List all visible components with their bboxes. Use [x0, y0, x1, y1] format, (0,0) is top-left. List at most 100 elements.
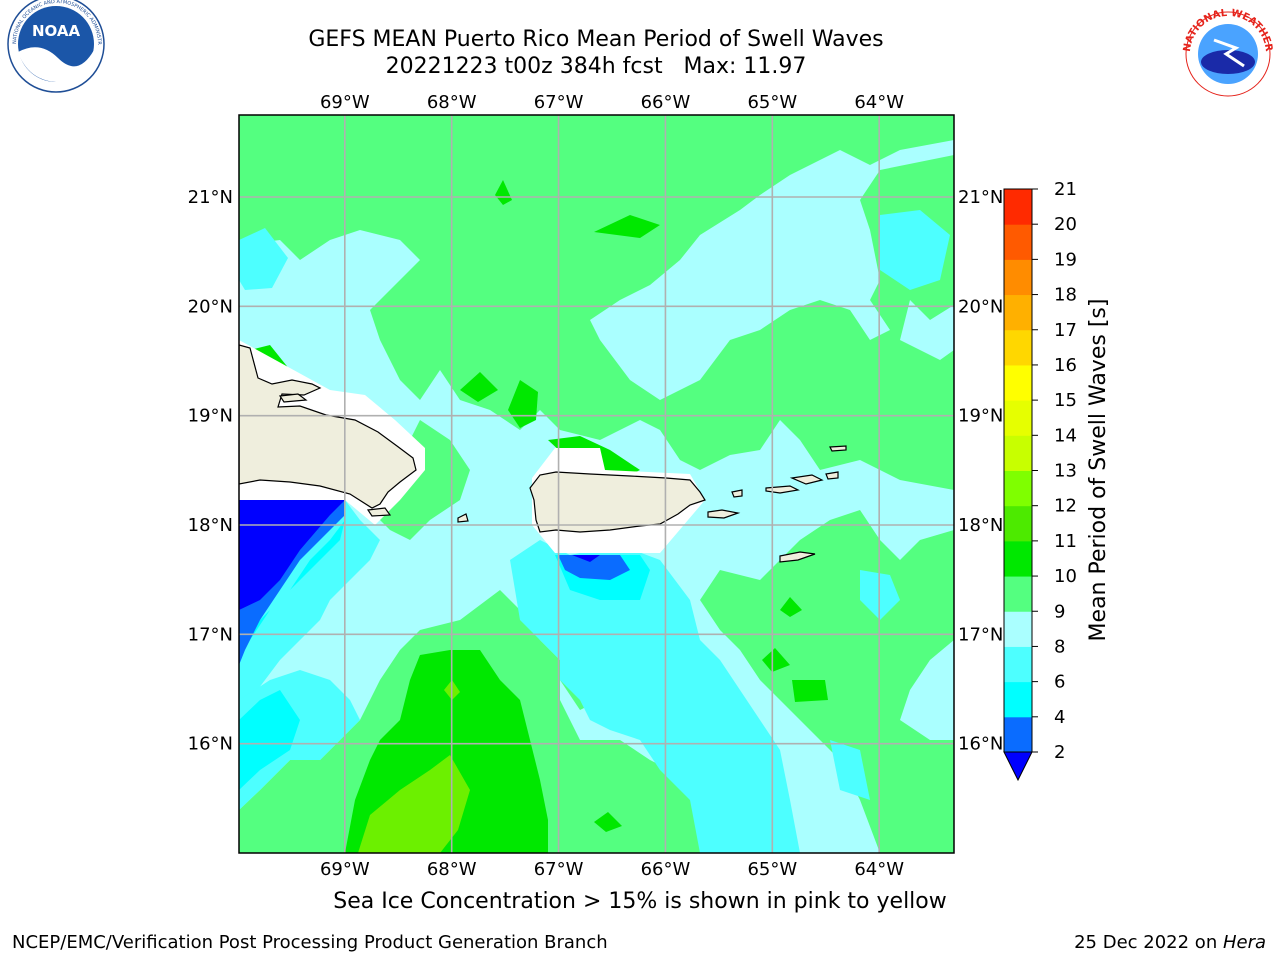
- graticule: [239, 115, 954, 853]
- footer-date-text: 25 Dec 2022 on: [1074, 932, 1223, 953]
- colorbar-tick-label: 21: [1054, 179, 1077, 200]
- colorbar-segment: [1004, 189, 1032, 225]
- nws-logo: NATIONAL WEATHER SERVICE: [0, 0, 1274, 97]
- field-6-8-ne: [880, 210, 950, 290]
- colorbar-tick-label: 9: [1054, 601, 1065, 622]
- lat-tick-label-left: 18°N: [188, 515, 233, 536]
- lon-tick-label-top: 64°W: [854, 92, 904, 113]
- field-2-4-prs: [558, 555, 630, 580]
- land-tortola: [789, 474, 824, 485]
- sea-ice-note: Sea Ice Concentration > 15% is shown in …: [333, 889, 947, 914]
- field-10-11-blob5: [792, 680, 828, 702]
- colorbar-tick-label: 10: [1054, 566, 1077, 587]
- land-saona: [366, 507, 392, 517]
- lat-tick-label-right: 21°N: [958, 187, 1003, 208]
- colorbar-segment: [1004, 224, 1032, 260]
- field-below-2-west: [239, 500, 345, 610]
- lat-tick-label-left: 19°N: [188, 406, 233, 427]
- field-10-11-blob3: [594, 215, 660, 238]
- lat-tick-label-left: 17°N: [188, 624, 233, 645]
- lat-tick-label-right: 20°N: [958, 296, 1003, 317]
- lat-tick-label-left: 16°N: [188, 734, 233, 755]
- colorbar-segment: [1004, 716, 1032, 753]
- field-4-6-southwest: [239, 690, 300, 790]
- lat-tick-label-right: 17°N: [958, 624, 1003, 645]
- land-tortuga: [278, 393, 308, 403]
- field-11-12-south: [358, 755, 470, 853]
- colorbar-tick-label: 15: [1054, 390, 1077, 411]
- lat-tick-label-right: 16°N: [958, 734, 1003, 755]
- colorbar-tick-label: 4: [1054, 707, 1065, 728]
- colorbar-segment: [1004, 435, 1032, 471]
- colorbar-segment: [1004, 681, 1032, 718]
- colorbar-segment: [1004, 611, 1032, 647]
- field-6-8-e2: [830, 740, 870, 800]
- field-10-11-blob1: [460, 372, 498, 402]
- colorbar-segment: [1004, 540, 1032, 577]
- land-hispaniola: [239, 344, 417, 509]
- lon-tick-label-top: 67°W: [534, 92, 584, 113]
- colorbar-tick-label: 17: [1054, 320, 1077, 341]
- colorbar-tick-label: 19: [1054, 249, 1077, 270]
- field-6-8-east: [860, 570, 900, 620]
- lon-tick-label-bottom: 68°W: [427, 859, 477, 880]
- footer-date: 25 Dec 2022 on Hera: [1074, 932, 1266, 953]
- colorbar-tick-label: 16: [1054, 355, 1077, 376]
- lon-tick-label-top: 65°W: [747, 92, 797, 113]
- colorbar-segment: [1004, 470, 1032, 507]
- colorbar-segment: [1004, 259, 1032, 296]
- colorbar-tick-label: 2: [1054, 742, 1065, 763]
- map-subtitle: 20221223 t00z 384h fcst Max: 11.97: [385, 54, 807, 79]
- footer-credit: NCEP/EMC/Verification Post Processing Pr…: [12, 932, 608, 953]
- colorbar-tick-label: 12: [1054, 496, 1077, 517]
- land-puerto-rico: [529, 471, 706, 533]
- lat-tick-label-left: 20°N: [188, 296, 233, 317]
- colorbar-segment: [1004, 329, 1032, 366]
- colorbar-tick-label: 18: [1054, 285, 1077, 306]
- lon-tick-label-top: 68°W: [427, 92, 477, 113]
- colorbar-segment: [1004, 505, 1032, 542]
- nws-logo-ring-text: NATIONAL WEATHER SERVICE: [0, 0, 1274, 55]
- lon-tick-label-bottom: 69°W: [320, 859, 370, 880]
- noaa-logo-text: NOAA: [32, 22, 81, 40]
- lon-tick-label-top: 69°W: [320, 92, 370, 113]
- lat-tick-label-right: 18°N: [958, 515, 1003, 536]
- colorbar-extend-triangle: [1003, 751, 1033, 782]
- lon-tick-label-bottom: 67°W: [534, 859, 584, 880]
- colorbar-tick-label: 14: [1054, 425, 1077, 446]
- map-title: GEFS MEAN Puerto Rico Mean Period of Swe…: [308, 27, 884, 52]
- land-mona: [457, 513, 469, 523]
- field-10-11-blob8: [594, 812, 622, 832]
- lat-tick-label-left: 21°N: [188, 187, 233, 208]
- colorbar-label: Mean Period of Swell Waves [s]: [1086, 299, 1111, 642]
- colorbar-tick-label: 13: [1054, 461, 1077, 482]
- field-9-10-north: [239, 115, 954, 490]
- field-4-6-west: [239, 520, 345, 660]
- land-anegada: [829, 445, 847, 452]
- field-10-11-blob4: [495, 180, 512, 205]
- land-vieques: [707, 509, 741, 519]
- field-10-11-blob6: [762, 648, 790, 672]
- lon-tick-label-top: 66°W: [641, 92, 691, 113]
- svg-text:NATIONAL WEATHER SERVICE: NATIONAL WEATHER SERVICE: [0, 0, 1274, 55]
- land-st-thomas: [765, 485, 800, 494]
- footer-host: Hera: [1222, 932, 1266, 953]
- colorbar-segment: [1004, 294, 1032, 331]
- colorbar: 2 4 6 8 9 10 11 12 13 14 15 16 17 18 19 20 21: [1003, 179, 1077, 782]
- colorbar-tick-label: 6: [1054, 672, 1065, 693]
- axis-tick-labels: 69°W 69°W 68°W 68°W 67°W 67°W 66°W 66°W 65°W 65°W…: [188, 92, 1004, 880]
- land-st-croix: [779, 551, 816, 563]
- map-frame: [238, 114, 955, 854]
- noaa-logo: NOAA NATIONAL OCEANIC AND ATMOSPHERIC AD…: [0, 0, 105, 93]
- lon-tick-label-bottom: 66°W: [641, 859, 691, 880]
- field-10-11-blob7: [780, 597, 802, 617]
- colorbar-segment: [1004, 576, 1032, 612]
- field-6-8-nw: [239, 228, 288, 290]
- field-below-2-prs: [572, 555, 600, 562]
- lon-tick-label-bottom: 64°W: [854, 859, 904, 880]
- lat-tick-label-right: 19°N: [958, 406, 1003, 427]
- colorbar-tick-label: 8: [1054, 636, 1065, 657]
- swell-period-field: [239, 115, 954, 853]
- colorbar-segment: [1004, 364, 1032, 401]
